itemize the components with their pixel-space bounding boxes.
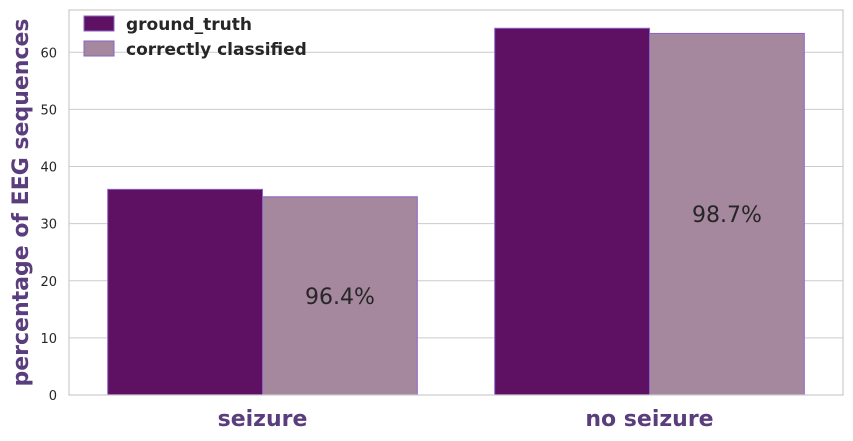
bar-correctly-classified-no-seizure <box>649 32 805 396</box>
bar-correctly-classified-seizure <box>262 196 418 396</box>
data-labels: 96.4% 98.7% <box>305 203 762 310</box>
y-tick-label: 0 <box>49 389 57 404</box>
legend-label: ground_truth <box>126 15 252 35</box>
y-tick-label: 50 <box>40 103 57 118</box>
legend: ground_truth correctly classified <box>83 15 307 60</box>
x-tick-labels: seizure no seizure <box>218 407 714 432</box>
y-axis-title: percentage of EEG sequences <box>9 18 34 386</box>
axes-frame <box>68 9 844 396</box>
legend-label: correctly classified <box>126 40 307 60</box>
y-tick-label: 30 <box>40 218 57 233</box>
x-tick-label: no seizure <box>585 407 713 432</box>
bar-ground-truth-no-seizure <box>494 27 651 396</box>
y-tick-label: 20 <box>40 275 57 290</box>
y-tick-labels: 0 10 20 30 40 50 60 <box>40 46 57 404</box>
y-tick-label: 10 <box>40 332 57 347</box>
accuracy-label: 96.4% <box>305 285 375 310</box>
y-tick-label: 60 <box>40 46 57 61</box>
accuracy-label: 98.7% <box>692 203 762 228</box>
y-tick-label: 40 <box>40 161 57 176</box>
x-tick-label: seizure <box>218 407 308 432</box>
legend-swatch <box>83 15 115 32</box>
legend-swatch <box>83 40 115 57</box>
bar-ground-truth-seizure <box>107 188 263 396</box>
